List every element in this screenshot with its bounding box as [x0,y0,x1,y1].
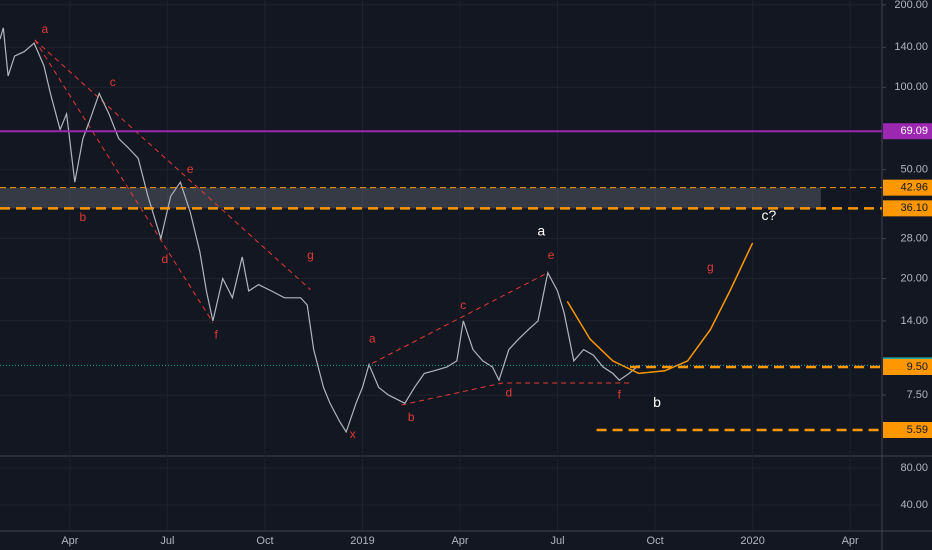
y-tick-label: 40.00 [900,499,928,511]
x-tick-label: Apr [61,535,78,547]
price-label: 69.09 [900,125,928,137]
x-tick-label: 2019 [350,535,374,547]
y-tick-label: 80.00 [900,462,928,474]
price-label-box [883,358,932,375]
wave-label: d [161,252,168,266]
wave-label: d [505,386,512,400]
wave-label: c [460,298,466,312]
y-tick-label: 200.00 [894,0,928,11]
price-label-box [883,422,932,439]
y-tick-label: 100.00 [894,81,928,93]
price-label: 9.50 [907,361,928,373]
price-label-box [883,179,932,196]
wave-label: e [187,162,194,176]
y-tick-label: 14.00 [900,315,928,327]
x-tick-label: Jul [551,535,565,547]
y-tick-label: 20.00 [900,272,928,284]
y-tick-label: 50.00 [900,164,928,176]
price-label-box [883,123,932,140]
x-tick-label: Apr [842,535,859,547]
wave-label: g [707,260,714,274]
wave-label: c? [761,207,776,223]
x-tick-label: Apr [451,535,468,547]
price-label: 42.96 [900,182,928,194]
wave-label: c [110,75,116,89]
y-tick-label: 28.00 [900,232,928,244]
y-tick-label: 140.00 [894,41,928,53]
price-line [0,27,640,434]
price-axis [882,0,932,550]
wave-label: a [42,22,49,36]
wave-label: f [618,387,622,401]
price-label: 5.59 [907,424,928,436]
projection-curve [566,242,754,375]
x-tick-label: Oct [256,535,273,547]
wave-label: e [548,248,555,262]
wave-label: a [537,223,545,239]
wave-label: x [350,427,356,441]
x-tick-label: 2020 [740,535,764,547]
x-tick-label: Jul [160,535,174,547]
zone [0,187,821,209]
wave-label: a [369,331,376,345]
wave-label: b [653,394,661,410]
price-label-box [883,200,932,217]
trendline [371,272,549,364]
wave-label: b [408,410,415,424]
trendline [34,39,214,323]
y-tick-label: 7.50 [907,389,928,401]
x-tick-label: Oct [647,535,664,547]
wave-label: f [215,328,219,342]
wave-label: g [307,248,314,262]
trendline [34,39,311,291]
price-label: 36.10 [900,202,928,214]
wave-label: b [80,210,87,224]
trendline [401,382,633,406]
